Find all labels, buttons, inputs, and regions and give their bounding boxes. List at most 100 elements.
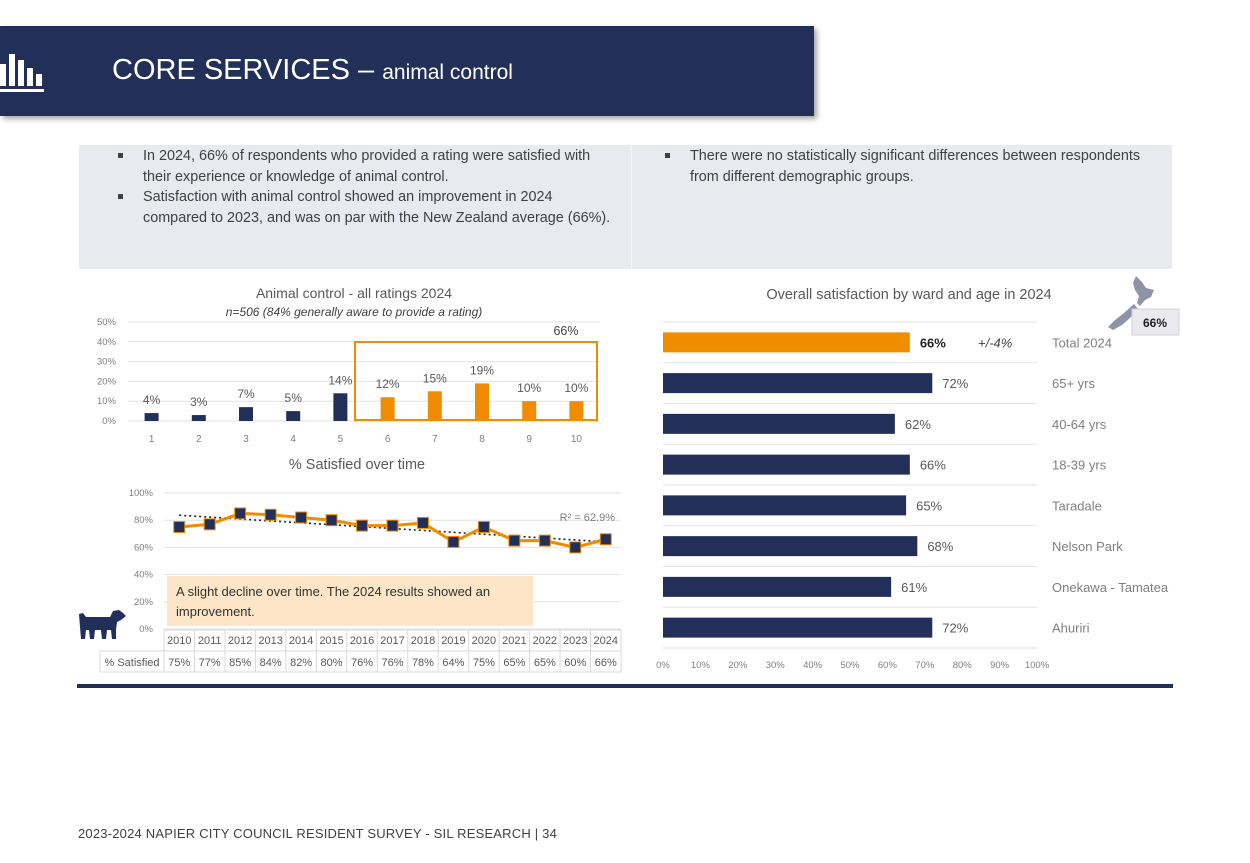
bar-data-label: 3% [190,395,208,409]
bar-data-label: 61% [901,580,927,595]
rating-bar [569,401,584,421]
summary-left: In 2024, 66% of respondents who provided… [118,146,613,228]
line-marker [416,516,429,529]
y-tick-label: 0% [102,416,116,427]
bullet-text: Satisfaction with animal control showed … [143,189,611,226]
page-title-sub: animal control [382,61,513,84]
table-cell: 78% [412,657,434,669]
year-label: 2022 [533,635,557,647]
line-marker [173,521,186,533]
y-tick-label: 20% [134,597,154,608]
table-cell: 76% [381,657,403,669]
ward-bar [663,617,933,638]
line-marker [599,533,612,546]
bar-chart-icon [0,54,44,92]
year-label: 2013 [258,635,282,647]
margin-of-error-label: +/-4% [978,335,1012,350]
y-tick-label: 50% [97,317,117,328]
category-label: Ahuriri [1052,621,1090,636]
rating-bar [333,393,348,421]
table-cell: 75% [168,657,190,669]
bar-data-label: 5% [285,391,303,405]
rating-bar [144,413,159,421]
line-marker [477,521,490,533]
ward-bar [663,576,892,597]
trend-chart-title: % Satisfied over time [289,457,425,473]
line-marker [203,518,216,531]
x-tick-label: 40% [803,660,823,671]
bar-data-label: 15% [423,371,447,385]
bar-data-label: 12% [376,377,400,391]
rating-bar [286,411,301,421]
nz-average-badge [1131,308,1180,336]
year-label: 2020 [472,635,496,647]
bar-data-label: 68% [927,539,953,554]
table-cell: 75% [473,657,495,669]
trendline [179,514,606,543]
category-label: Total 2024 [1052,335,1112,350]
year-label: 2010 [167,635,191,647]
table-cell: 77% [199,657,221,669]
table-cell: 85% [229,657,251,669]
bottom-rule [77,684,1173,688]
bar-data-label: 72% [942,376,968,391]
annotation-text: A slight decline over time. The 2024 res… [176,584,491,619]
x-tick-label: 50% [840,660,860,671]
bullet-text: There were no statistically significant … [690,148,1141,185]
year-label: 2017 [380,635,404,647]
table-row-label: % Satisfied [104,657,159,669]
table-cell: 60% [564,657,586,669]
bullet-item: In 2024, 66% of respondents who provided… [118,146,613,187]
bar-data-label: 66% [920,335,946,350]
category-label: Taradale [1052,498,1102,513]
year-label: 2019 [441,635,465,647]
ratings-chart-subtitle: n=506 (84% generally aware to provide a … [226,305,483,319]
line-marker [447,535,460,548]
x-tick-label: 10% [691,660,711,671]
new-zealand-map-icon [1108,276,1154,330]
year-label: 2023 [563,635,587,647]
ward-bar [663,454,910,475]
category-label: 40-64 yrs [1052,417,1107,432]
year-label: 2016 [350,635,374,647]
year-label: 2012 [228,635,252,647]
x-tick-label: 9 [526,434,532,445]
table-cell: 64% [442,657,464,669]
x-tick-label: 100% [1025,660,1050,671]
bar-data-label: 72% [942,621,968,636]
bar-data-label: 65% [916,498,942,513]
line-marker [356,519,369,532]
x-tick-label: 0% [656,660,670,671]
ward-bar [663,332,910,353]
top-box-highlight [354,341,598,421]
footer-text: 2023-2024 NAPIER CITY COUNCIL RESIDENT S… [78,826,558,841]
year-label: 2024 [594,635,618,647]
x-tick-label: 10 [571,434,583,445]
bar-data-label: 10% [564,381,588,395]
y-tick-label: 60% [134,542,154,553]
line-marker [234,507,247,520]
bullet-text: In 2024, 66% of respondents who provided… [143,148,591,185]
annotation-box [167,576,533,626]
summary-right: There were no statistically significant … [665,146,1160,187]
table-cell: 76% [351,657,373,669]
y-tick-label: 40% [97,337,117,348]
x-tick-label: 70% [915,660,935,671]
page-title-main: CORE SERVICES – [112,54,383,86]
ward-bar [663,413,895,434]
x-tick-label: 2 [196,434,202,445]
rating-bar [239,407,253,421]
bar-data-label: 4% [143,393,161,407]
line-marker [264,508,277,521]
x-tick-label: 6 [385,434,391,445]
y-tick-label: 20% [97,376,117,387]
top-box-label: 66% [553,324,578,338]
ward-bar [663,536,918,557]
line-marker [508,534,521,547]
category-label: 18-39 yrs [1052,458,1107,473]
y-tick-label: 0% [139,624,153,635]
table-cell: 65% [503,657,525,669]
bullet-item: There were no statistically significant … [665,146,1160,187]
y-tick-label: 40% [134,570,154,581]
